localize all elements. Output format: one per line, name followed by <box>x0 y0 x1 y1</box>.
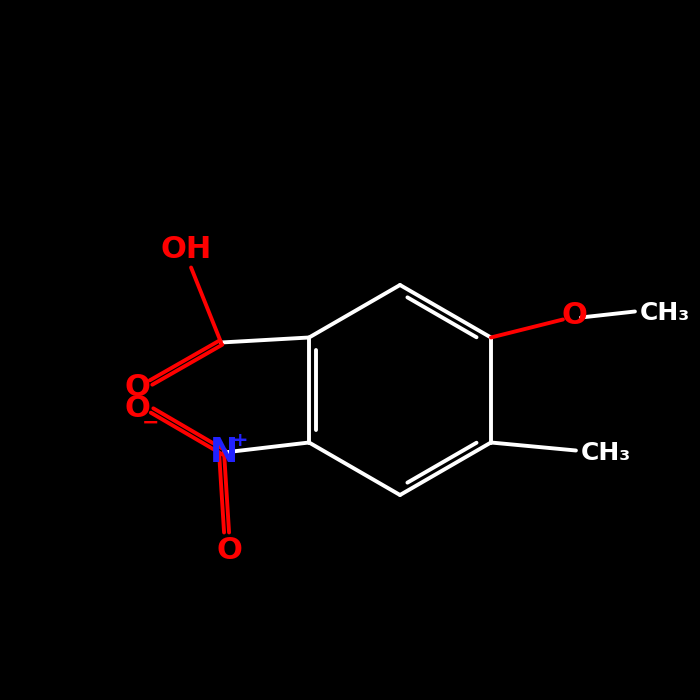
Text: N: N <box>210 436 238 469</box>
Text: +: + <box>232 431 248 450</box>
Text: CH₃: CH₃ <box>640 302 690 326</box>
Text: OH: OH <box>160 235 211 264</box>
Text: CH₃: CH₃ <box>581 440 631 465</box>
Text: O: O <box>124 394 150 423</box>
Text: −: − <box>141 412 159 433</box>
Text: O: O <box>562 301 588 330</box>
Text: O: O <box>216 536 242 565</box>
Text: O: O <box>124 373 150 402</box>
